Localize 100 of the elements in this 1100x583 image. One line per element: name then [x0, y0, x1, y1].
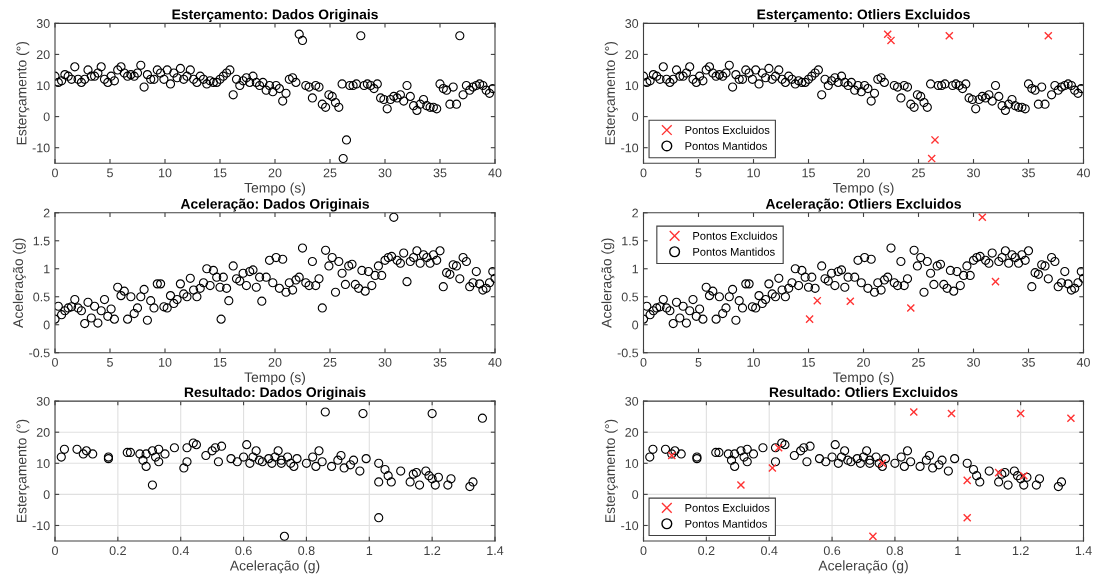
y-tick-label: 30: [625, 19, 639, 28]
x-tick-label: 40: [1076, 168, 1090, 178]
x-tick-label: 1.2: [424, 546, 441, 555]
x-tick-label: 20: [857, 357, 870, 367]
x-tick-label: 1: [955, 546, 961, 555]
y-tick-label: 10: [37, 459, 50, 468]
x-tick-label: 35: [1022, 357, 1035, 367]
y-tick-label: 0: [43, 490, 50, 500]
y-axis-title: Aceleração (g): [601, 238, 615, 328]
x-tick-label: 25: [323, 168, 337, 178]
y-tick-label: 20: [625, 428, 639, 437]
x-tick-label: 15: [802, 168, 815, 178]
y-tick-label: 0: [632, 112, 639, 122]
y-tick-label: -10: [621, 521, 639, 531]
x-tick-label: 15: [214, 358, 227, 367]
legend-label: Pontos Excluidos: [685, 503, 770, 512]
x-tick-label: 0.4: [172, 546, 190, 556]
x-tick-label: 0: [640, 357, 647, 367]
y-tick-label: 30: [36, 396, 50, 406]
x-tick-label: 0: [52, 357, 58, 367]
legend-label: Pontos Excluidos: [685, 125, 770, 135]
y-tick-label: 20: [36, 428, 50, 437]
x-tick-label: 1: [366, 546, 373, 555]
x-tick-label: 25: [912, 357, 925, 367]
y-tick-label: -10: [32, 143, 50, 153]
x-axis-title: Tempo (s): [832, 372, 894, 385]
x-tick-label: 0.2: [109, 546, 126, 556]
x-tick-label: 35: [433, 357, 447, 367]
legend-label: Pontos Mantidos: [685, 519, 767, 528]
chart-title: Resultado: Otliers Excluidos: [769, 386, 958, 398]
x-axis-title: Tempo (s): [244, 182, 306, 196]
x-tick-label: 0: [52, 546, 58, 556]
x-tick-label: 10: [159, 357, 172, 367]
x-tick-label: 0: [52, 168, 58, 178]
x-tick-label: 20: [857, 168, 870, 178]
x-tick-label: 30: [967, 357, 980, 367]
x-tick-label: 25: [323, 357, 337, 367]
y-tick-label: 30: [36, 19, 50, 28]
x-tick-label: 15: [214, 168, 227, 178]
x-tick-label: 10: [747, 357, 760, 367]
x-tick-label: 5: [695, 168, 702, 178]
y-tick-label: 20: [36, 50, 50, 60]
y-axis-title: Esterçamento (°): [604, 41, 618, 145]
x-tick-label: 0.8: [298, 546, 315, 556]
chart-title: Resultado: Dados Originais: [184, 386, 366, 400]
y-tick-label: -10: [621, 143, 639, 153]
x-tick-label: 35: [433, 168, 447, 178]
y-axis-title: Esterçamento (°): [16, 41, 30, 145]
y-axis-title: Aceleração (g): [12, 238, 26, 328]
y-tick-label: 1: [44, 264, 50, 274]
y-tick-label: 0.5: [33, 292, 50, 302]
y-tick-label: 20: [625, 50, 639, 60]
y-tick-label: -0.5: [617, 348, 639, 358]
y-tick-label: 30: [625, 396, 639, 406]
y-axis-title: Esterçamento (°): [604, 419, 618, 523]
legend-label: Pontos Mantidos: [685, 141, 767, 150]
x-tick-label: 40: [488, 168, 502, 178]
y-tick-label: 0: [43, 320, 50, 330]
y-tick-label: 0: [632, 490, 639, 500]
x-tick-label: 40: [488, 357, 502, 367]
x-axis-title: Tempo (s): [832, 182, 894, 196]
x-tick-label: 0.2: [698, 546, 715, 556]
x-tick-label: 15: [802, 358, 815, 367]
x-tick-label: 0: [640, 546, 647, 556]
x-tick-label: 35: [1022, 168, 1035, 178]
x-tick-label: 10: [747, 168, 760, 178]
y-tick-label: 1.5: [622, 236, 639, 246]
chart-title: Esterçamento: Otliers Excluidos: [757, 9, 970, 23]
x-tick-label: 1.4: [1075, 546, 1092, 555]
x-tick-label: 0.8: [886, 546, 904, 556]
x-tick-label: 5: [107, 358, 113, 367]
x-axis-title: Aceleração (g): [229, 560, 320, 574]
x-tick-label: 20: [268, 168, 282, 178]
legend-label: Pontos Mantidos: [693, 247, 775, 256]
x-tick-label: 10: [159, 168, 172, 178]
x-tick-label: 5: [107, 168, 113, 178]
chart-title: Aceleração: Dados Originais: [180, 198, 369, 212]
y-tick-label: -0.5: [29, 348, 50, 358]
y-tick-label: 1.5: [33, 236, 50, 246]
y-tick-label: 0: [43, 112, 50, 122]
x-tick-label: 0.4: [761, 546, 778, 556]
x-tick-label: 0.6: [823, 546, 841, 556]
y-tick-label: 0: [632, 320, 639, 330]
x-axis-title: Tempo (s): [244, 372, 306, 385]
y-tick-label: -10: [32, 521, 50, 531]
y-tick-label: 10: [625, 459, 639, 468]
y-tick-label: 10: [37, 81, 50, 91]
chart-title: Aceleração: Otliers Excluidos: [765, 198, 961, 212]
chart-title: Esterçamento: Dados Originais: [172, 9, 378, 23]
y-tick-label: 10: [625, 81, 639, 91]
legend-label: Pontos Excluidos: [693, 231, 778, 240]
y-tick-label: 1: [632, 264, 639, 274]
x-tick-label: 30: [378, 168, 392, 178]
x-tick-label: 25: [912, 168, 925, 178]
x-tick-label: 30: [378, 357, 392, 367]
x-tick-label: 0: [640, 168, 647, 178]
y-tick-label: 2: [43, 208, 50, 218]
x-tick-label: 20: [268, 357, 282, 367]
x-tick-label: 1.2: [1012, 546, 1029, 555]
x-tick-label: 1.4: [487, 546, 504, 555]
